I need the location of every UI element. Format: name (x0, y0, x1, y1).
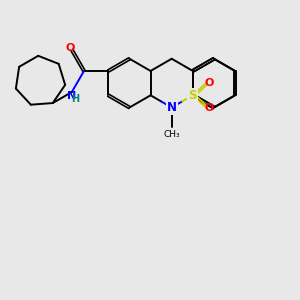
Text: O: O (205, 103, 214, 113)
Text: H: H (71, 94, 80, 104)
Text: CH₃: CH₃ (164, 130, 180, 140)
Text: O: O (66, 43, 75, 53)
Text: O: O (205, 77, 214, 88)
Text: S: S (188, 89, 197, 102)
Text: N: N (67, 91, 76, 100)
Text: N: N (167, 101, 177, 114)
